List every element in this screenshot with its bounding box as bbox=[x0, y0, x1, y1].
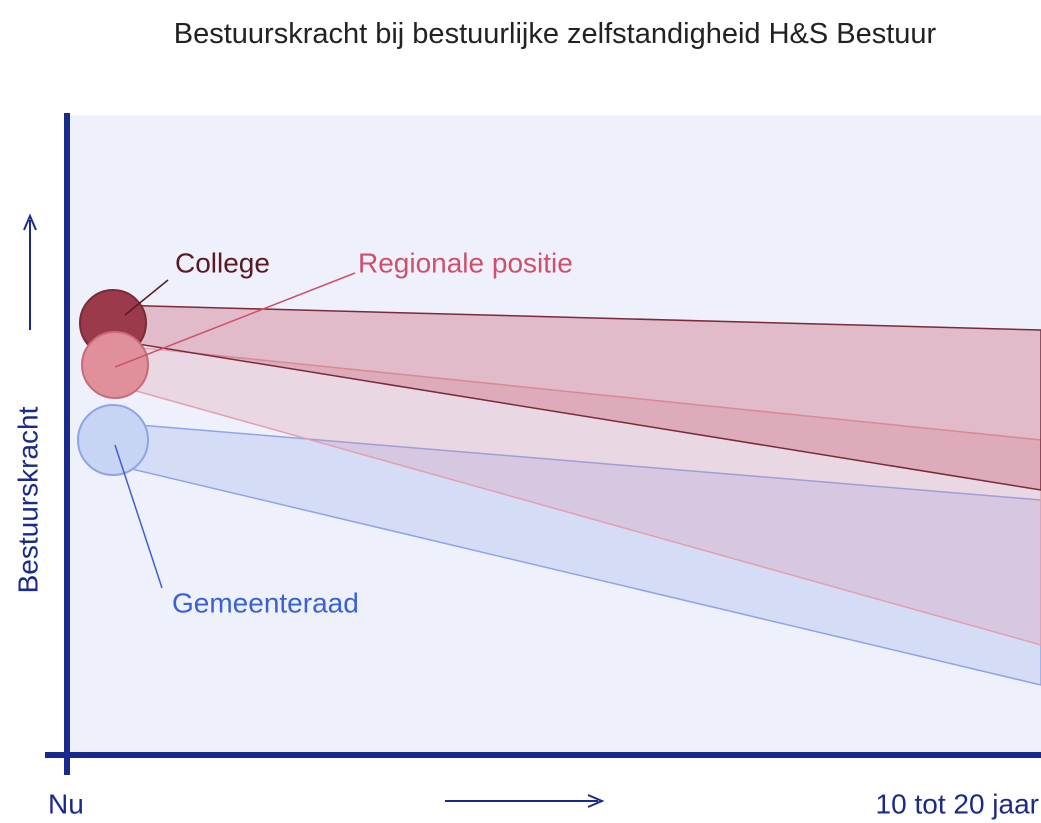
regionale-circle bbox=[81, 331, 149, 399]
gemeenteraad-pointer bbox=[114, 444, 163, 589]
x-arrow-head bbox=[587, 794, 605, 808]
regionale-pointer bbox=[114, 272, 356, 368]
college-pointer bbox=[124, 279, 169, 316]
y-axis-label: Bestuurskracht bbox=[12, 406, 43, 593]
title: Bestuurskracht bij bestuurlijke zelfstan… bbox=[173, 18, 937, 50]
y-arrow-head bbox=[23, 213, 37, 231]
x-start-label: Nu bbox=[48, 788, 84, 819]
regionale-label: Regionale positie bbox=[358, 247, 573, 278]
college-label: College bbox=[175, 247, 270, 278]
x-end-label: 10 tot 20 jaar bbox=[876, 788, 1039, 819]
gemeenteraad-label: Gemeenteraad bbox=[172, 587, 359, 618]
plot-area bbox=[67, 115, 1041, 755]
gemeenteraad-circle bbox=[77, 404, 149, 476]
